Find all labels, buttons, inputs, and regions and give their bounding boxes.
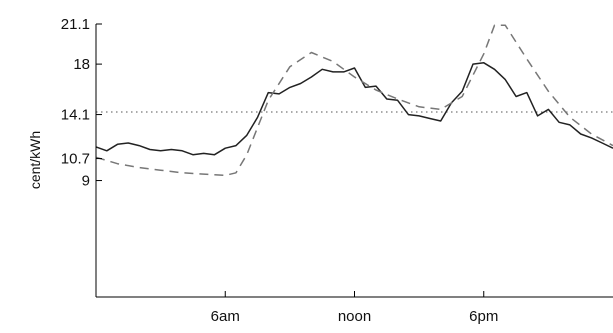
y-tick-label: 9: [82, 173, 90, 190]
x-tick-label: 6pm: [469, 308, 498, 325]
y-axis-title: cent/kWh: [27, 131, 43, 189]
axes: 9 10.7 14.1 18 21.1 6am noon 6pm: [61, 16, 613, 325]
y-tick-label: 14.1: [61, 107, 90, 124]
y-tick-label: 18: [73, 56, 90, 73]
series-line-solid: [95, 62, 613, 156]
plot-area: [95, 24, 613, 177]
y-tick-label: 10.7: [61, 151, 90, 168]
series-line-dashed: [95, 24, 613, 177]
x-tick-label: 6am: [211, 308, 240, 325]
x-tick-label: noon: [338, 308, 371, 325]
y-tick-label: 21.1: [61, 16, 90, 33]
